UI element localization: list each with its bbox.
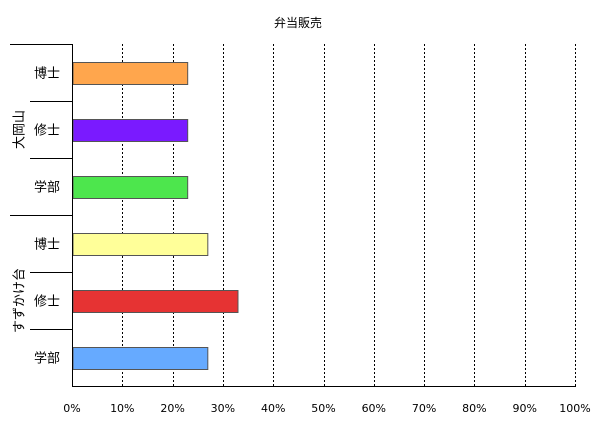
chart-title: 弁当販売 [274,15,322,30]
bar-2-3 [72,347,209,370]
category-label: 博士 [34,238,60,253]
bar-1-2 [72,119,189,142]
axes [10,44,576,387]
category-label: 修士 [34,124,60,139]
x-tick-label: 70% [412,402,436,415]
x-tick-label: 20% [160,402,184,415]
group-label: 大岡山 [13,110,28,149]
x-tick-label: 40% [261,402,285,415]
bar-1-3 [72,176,189,199]
category-label: 修士 [34,295,60,310]
category-label: 博士 [34,67,60,82]
x-tick-label: 10% [110,402,134,415]
labels: 0% 10% 20% 30% 40% 50% 60% 70% 80% 90% 100%博士修士学部大… [13,67,591,416]
x-tick-label: 100% [559,402,590,415]
x-tick-label: 0% [63,402,80,415]
category-label: 学部 [34,180,60,196]
bar-2-1 [72,233,209,256]
x-tick-label: 50% [311,402,335,415]
bar-2-2 [72,290,239,313]
bars [72,62,239,370]
bar-1-1 [72,62,189,85]
grid-lines [122,44,576,386]
x-tick-label: 80% [462,402,486,415]
x-tick-label: 30% [211,402,235,415]
x-tick-label: 90% [512,402,536,415]
category-label: 学部 [34,351,60,367]
x-tick-label: 60% [362,402,386,415]
group-label: すずかけ台 [13,268,28,333]
